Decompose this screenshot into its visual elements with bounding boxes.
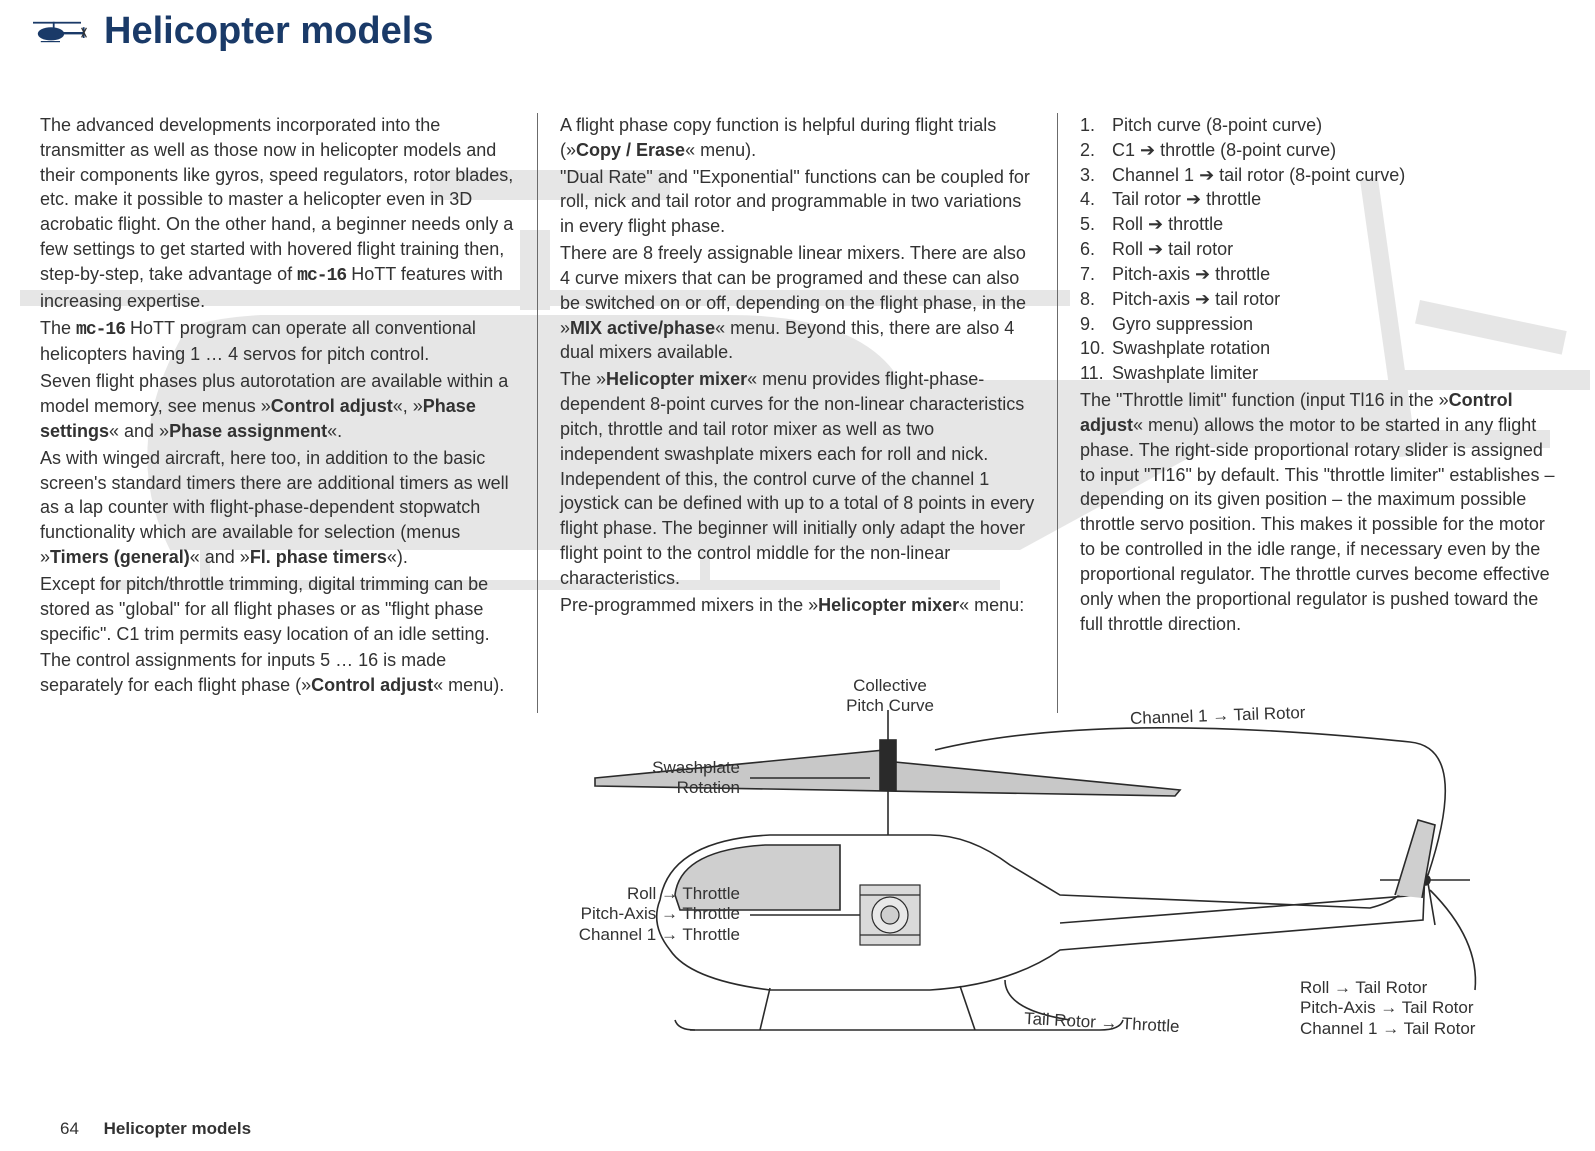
- column-3: 1.Pitch curve (8-point curve)2.C1 ➔ thro…: [1080, 113, 1555, 713]
- list-text: C1 ➔ throttle (8-point curve): [1112, 138, 1336, 163]
- list-text: Roll ➔ tail rotor: [1112, 237, 1233, 262]
- diagram-label-swash: SwashplateRotation: [600, 758, 740, 799]
- list-number: 7.: [1080, 262, 1112, 287]
- text: CollectivePitch Curve: [846, 676, 934, 715]
- page-footer: 64 Helicopter models: [60, 1119, 251, 1139]
- column-2: A flight phase copy function is helpful …: [560, 113, 1035, 713]
- c2-p2: "Dual Rate" and "Exponential" functions …: [560, 165, 1035, 239]
- c1-p2: The mc-16 HoTT program can operate all c…: [40, 316, 515, 368]
- text: « menu).: [685, 140, 756, 160]
- page-number: 64: [60, 1119, 79, 1138]
- c2-p5: Pre-programmed mixers in the »Helicopter…: [560, 593, 1035, 618]
- text: « menu) allows the motor to be started i…: [1080, 415, 1554, 634]
- helicopter-icon: [30, 17, 90, 47]
- list-text: Tail rotor ➔ throttle: [1112, 187, 1261, 212]
- list-text: Pitch-axis ➔ tail rotor: [1112, 287, 1280, 312]
- page-title: Helicopter models: [104, 10, 433, 53]
- text: «).: [387, 547, 408, 567]
- c1-p3: Seven flight phases plus autorotation ar…: [40, 369, 515, 443]
- diagram-label-collective: CollectivePitch Curve: [830, 676, 950, 717]
- text: « menu provides flight-phase-dependent 8…: [560, 369, 1034, 588]
- text: « and »: [190, 547, 250, 567]
- c2-p4: The »Helicopter mixer« menu provides fli…: [560, 367, 1035, 590]
- menu-ref: Copy / Erase: [576, 140, 685, 160]
- c1-p5: Except for pitch/throttle trimming, digi…: [40, 572, 515, 646]
- list-number: 11.: [1080, 361, 1112, 386]
- menu-ref: Control adjust: [311, 675, 433, 695]
- mixer-list-item: 6.Roll ➔ tail rotor: [1080, 237, 1555, 262]
- column-1: The advanced developments incorporated i…: [40, 113, 515, 713]
- text: The: [40, 318, 76, 338]
- list-number: 1.: [1080, 113, 1112, 138]
- list-number: 2.: [1080, 138, 1112, 163]
- c3-p1: The "Throttle limit" function (input Tl1…: [1080, 388, 1555, 636]
- menu-ref: Helicopter mixer: [818, 595, 959, 615]
- list-number: 3.: [1080, 163, 1112, 188]
- menu-ref: Phase assignment: [169, 421, 327, 441]
- list-number: 4.: [1080, 187, 1112, 212]
- c2-p1: A flight phase copy function is helpful …: [560, 113, 1035, 163]
- text: The "Throttle limit" function (input Tl1…: [1080, 390, 1449, 410]
- text: The advanced developments incorporated i…: [40, 115, 513, 284]
- list-number: 10.: [1080, 336, 1112, 361]
- page-header: Helicopter models: [0, 0, 1595, 53]
- text: Roll → Tail RotorPitch-Axis → Tail Rotor…: [1300, 978, 1475, 1038]
- list-text: Gyro suppression: [1112, 312, 1253, 337]
- text: SwashplateRotation: [652, 758, 740, 797]
- list-text: Channel 1 ➔ tail rotor (8-point curve): [1112, 163, 1405, 188]
- list-text: Swashplate rotation: [1112, 336, 1270, 361]
- column-separator: [537, 113, 538, 713]
- list-text: Swashplate limiter: [1112, 361, 1258, 386]
- diagram-label-throttle-group: Roll → ThrottlePitch-Axis → ThrottleChan…: [520, 884, 740, 945]
- mixer-list-item: 10.Swashplate rotation: [1080, 336, 1555, 361]
- model-name: mc-16: [297, 266, 346, 286]
- mixer-list-item: 5.Roll ➔ throttle: [1080, 212, 1555, 237]
- mixer-list-item: 1.Pitch curve (8-point curve): [1080, 113, 1555, 138]
- model-name: mc-16: [76, 320, 125, 340]
- mixer-list-item: 2.C1 ➔ throttle (8-point curve): [1080, 138, 1555, 163]
- mixer-list: 1.Pitch curve (8-point curve)2.C1 ➔ thro…: [1080, 113, 1555, 386]
- mixer-list-item: 9.Gyro suppression: [1080, 312, 1555, 337]
- body-columns: The advanced developments incorporated i…: [0, 53, 1595, 713]
- list-text: Pitch curve (8-point curve): [1112, 113, 1322, 138]
- list-number: 5.: [1080, 212, 1112, 237]
- list-number: 9.: [1080, 312, 1112, 337]
- list-number: 6.: [1080, 237, 1112, 262]
- menu-ref: Fl. phase timers: [250, 547, 387, 567]
- text: The »: [560, 369, 606, 389]
- text: « menu).: [433, 675, 504, 695]
- column-separator: [1057, 113, 1058, 713]
- menu-ref: Control adjust: [271, 396, 393, 416]
- list-text: Pitch-axis ➔ throttle: [1112, 262, 1270, 287]
- mixer-list-item: 4.Tail rotor ➔ throttle: [1080, 187, 1555, 212]
- c1-p4: As with winged aircraft, here too, in ad…: [40, 446, 515, 570]
- text: « menu:: [959, 595, 1024, 615]
- text: Pre-programmed mixers in the »: [560, 595, 818, 615]
- mixer-list-item: 8.Pitch-axis ➔ tail rotor: [1080, 287, 1555, 312]
- menu-ref: MIX active/phase: [570, 318, 715, 338]
- c1-p6: The control assignments for inputs 5 … 1…: [40, 648, 515, 698]
- text: « and »: [109, 421, 169, 441]
- mixer-list-item: 7.Pitch-axis ➔ throttle: [1080, 262, 1555, 287]
- footer-title: Helicopter models: [104, 1119, 251, 1138]
- text: «.: [327, 421, 342, 441]
- mixer-list-item: 3.Channel 1 ➔ tail rotor (8-point curve): [1080, 163, 1555, 188]
- menu-ref: Helicopter mixer: [606, 369, 747, 389]
- c1-p1: The advanced developments incorporated i…: [40, 113, 515, 314]
- menu-ref: Timers (general): [50, 547, 190, 567]
- mixer-list-item: 11.Swashplate limiter: [1080, 361, 1555, 386]
- text: Roll → ThrottlePitch-Axis → ThrottleChan…: [579, 884, 740, 944]
- list-number: 8.: [1080, 287, 1112, 312]
- helicopter-diagram: CollectivePitch Curve SwashplateRotation…: [540, 680, 1580, 1100]
- c2-p3: There are 8 freely assignable linear mix…: [560, 241, 1035, 365]
- text: «, »: [393, 396, 423, 416]
- diagram-label-tail-group: Roll → Tail RotorPitch-Axis → Tail Rotor…: [1300, 978, 1475, 1039]
- list-text: Roll ➔ throttle: [1112, 212, 1223, 237]
